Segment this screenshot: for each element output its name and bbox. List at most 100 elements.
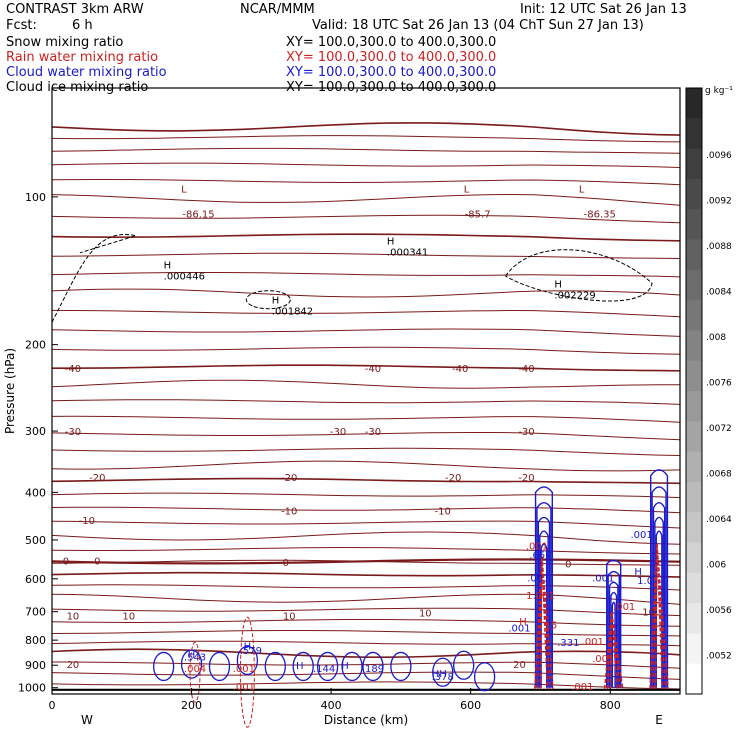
isotherm-line bbox=[51, 619, 681, 627]
colorbar-tick-label: .0068 bbox=[706, 470, 732, 480]
cloud-ice-contour bbox=[505, 249, 653, 302]
colorbar-tick-label: .006 bbox=[706, 561, 726, 571]
extremum-marker: L bbox=[181, 185, 187, 196]
y-axis-label: Pressure (hPa) bbox=[3, 348, 17, 434]
cloud-water-contour bbox=[432, 657, 454, 687]
isotherm-line bbox=[52, 661, 681, 669]
temperature-contour-label: -40 bbox=[518, 364, 534, 375]
colorbar-cell bbox=[686, 663, 702, 695]
extremum-marker: L bbox=[464, 185, 470, 196]
temperature-contour-label: 10 bbox=[642, 608, 655, 619]
cloud-water-contour bbox=[654, 516, 664, 688]
colorbar-cell bbox=[686, 542, 702, 574]
valid-time: Valid: 18 UTC Sat 26 Jan 13 (04 ChT Sun … bbox=[312, 18, 644, 33]
temperature-contour-label: -20 bbox=[518, 473, 534, 484]
temperature-contour-label: -40 bbox=[65, 364, 81, 375]
isotherm-line bbox=[51, 233, 681, 242]
isotherm-line bbox=[51, 147, 681, 154]
cloud-water-label: .543 bbox=[184, 652, 206, 663]
cloud-ice-contour bbox=[51, 234, 138, 323]
rain-contour bbox=[606, 611, 621, 689]
colorbar: .0096 .0092 .0088 .0084 .008 .0076 .0072 .0068.… bbox=[685, 87, 732, 695]
temperature-contour-label: 0 bbox=[63, 556, 69, 567]
cloud-water-label: .657 bbox=[529, 550, 551, 561]
y-tick-label: 700 bbox=[25, 606, 46, 619]
y-tick-label: 300 bbox=[25, 425, 46, 438]
isotherm-line bbox=[51, 214, 681, 224]
y-tick-label: 200 bbox=[25, 339, 46, 352]
temperature-contour-label: 0 bbox=[94, 556, 100, 567]
temperature-contour-label: -30 bbox=[65, 427, 81, 438]
rain-contour bbox=[534, 556, 554, 689]
cloud-water-label: .001 bbox=[592, 573, 614, 584]
temperature-contour-label: 0 bbox=[283, 558, 289, 569]
isotherm-line bbox=[51, 506, 681, 514]
y-tick-label: 900 bbox=[25, 659, 46, 672]
isotherm-line bbox=[51, 272, 681, 278]
isotherm-line bbox=[51, 671, 681, 680]
y-tick-label: 100 bbox=[25, 191, 46, 204]
cloud-water-label: .001 bbox=[527, 573, 549, 584]
y-tick-label: 1000 bbox=[18, 682, 46, 695]
cloud-water-label: .579 bbox=[240, 646, 262, 657]
zero-isotherm bbox=[51, 558, 681, 565]
cloud-water-contour bbox=[536, 502, 552, 688]
colorbar-tick-label: .0052 bbox=[706, 652, 732, 662]
colorbar-cell bbox=[686, 481, 702, 513]
cloud-water-contour bbox=[540, 543, 548, 688]
rain-label: .001 bbox=[571, 682, 593, 693]
cloud-water-label: .189 bbox=[362, 664, 384, 675]
extremum-value: .001842 bbox=[272, 307, 313, 318]
colorbar-cell bbox=[686, 118, 702, 150]
colorbar-unit: g kg⁻¹ bbox=[705, 86, 733, 96]
colorbar-cell bbox=[686, 148, 702, 180]
cloud-water-contour bbox=[292, 651, 314, 682]
isotherm-line bbox=[51, 630, 681, 637]
cloud-water-contour bbox=[362, 651, 384, 682]
colorbar-cell bbox=[686, 300, 702, 331]
isotherm-line bbox=[51, 309, 681, 318]
cloud-water-contour bbox=[608, 581, 619, 688]
feature-marker: H bbox=[296, 661, 304, 672]
model-title: CONTRAST 3km ARW bbox=[6, 2, 144, 17]
cloud-water-contour bbox=[611, 601, 616, 688]
temperature-contour-label: -30 bbox=[330, 427, 346, 438]
isotherm-line bbox=[51, 477, 681, 485]
cloud-water-contour bbox=[649, 469, 669, 688]
rain-label: .001 bbox=[233, 682, 255, 693]
feature-marker: H bbox=[634, 567, 642, 578]
cloud-water-contour bbox=[655, 530, 663, 688]
temperature-contour-label: -20 bbox=[445, 473, 461, 484]
x-tick-label: 800 bbox=[600, 699, 621, 712]
colorbar-cell bbox=[686, 360, 702, 392]
cloud-water-contour bbox=[264, 651, 286, 682]
colorbar-cell bbox=[686, 391, 702, 422]
west-label: W bbox=[81, 713, 93, 727]
cloud-water-contour bbox=[316, 651, 339, 682]
rain-label: .001 bbox=[582, 637, 604, 648]
cloud-water-contour bbox=[236, 645, 259, 676]
cloud-water-contour bbox=[651, 486, 667, 688]
isotherm-line bbox=[51, 531, 681, 545]
x-tick-label: 200 bbox=[181, 699, 202, 712]
cloud-water-label: .001 bbox=[630, 530, 652, 541]
cloud-water-label: .378 bbox=[432, 672, 454, 683]
isotherm-line bbox=[51, 593, 681, 605]
feature-marker: H bbox=[341, 661, 349, 672]
temperature-contours bbox=[51, 122, 681, 691]
rain-label: 1.001 bbox=[526, 591, 555, 602]
temperature-contour-label: 10 bbox=[122, 611, 135, 622]
feature-marker: H bbox=[519, 617, 527, 628]
field-label-rain: Rain water mixing ratio bbox=[6, 50, 159, 65]
temperature-contour-label: -30 bbox=[365, 427, 381, 438]
isotherm-line bbox=[51, 162, 681, 168]
colorbar-cell bbox=[686, 239, 702, 271]
temperature-contour-label: -10 bbox=[79, 516, 95, 527]
temperature-contour-label: 10 bbox=[419, 608, 432, 619]
temperature-contour-label: 10 bbox=[67, 611, 80, 622]
rain-contour bbox=[649, 544, 669, 689]
field-xy-rain: XY= 100.0,300.0 to 400.0,300.0 bbox=[286, 50, 497, 65]
extremum-marker: L bbox=[579, 185, 585, 196]
isotherm-line bbox=[51, 252, 681, 259]
